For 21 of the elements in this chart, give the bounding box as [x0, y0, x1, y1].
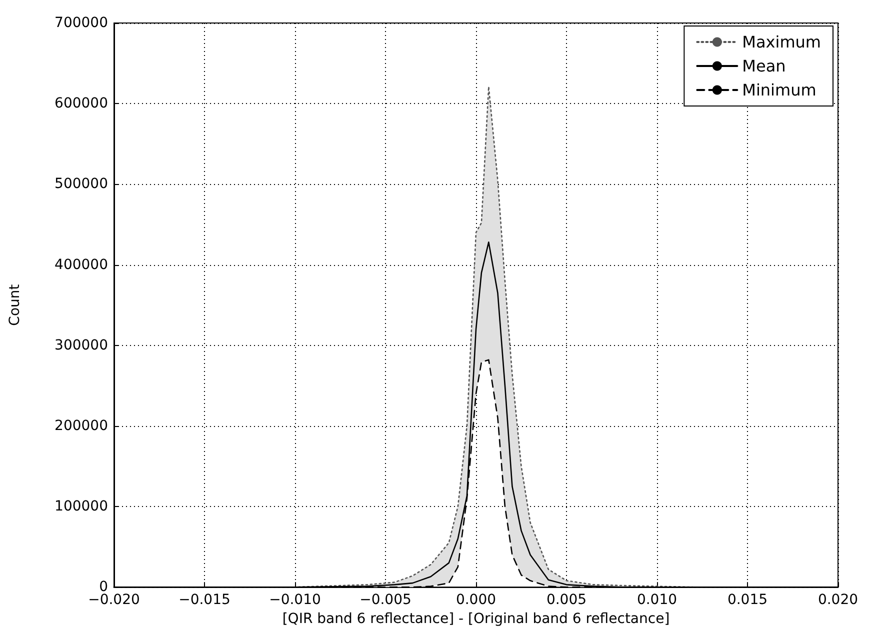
legend-label: Mean — [742, 56, 786, 76]
legend-label: Minimum — [742, 80, 816, 100]
y-tick-label: 700000 — [54, 15, 108, 31]
x-tick-label: −0.005 — [360, 592, 412, 608]
y-tick-label: 300000 — [54, 337, 108, 354]
x-tick-label: −0.010 — [269, 592, 321, 608]
x-axis-title: [QIR band 6 reflectance] - [Original band 6 reflectance] — [282, 611, 670, 627]
y-tick-label: 100000 — [54, 498, 108, 515]
x-tick-label: 0.010 — [636, 592, 678, 608]
x-tick-label: 0.005 — [546, 592, 587, 608]
y-tick-label: 500000 — [54, 176, 108, 192]
x-tick-label: 0.000 — [456, 592, 496, 608]
x-tick-label: −0.015 — [178, 592, 230, 608]
x-tick-label: −0.020 — [88, 592, 140, 608]
x-tick-label: 0.015 — [727, 592, 768, 608]
y-axis-title: Count — [7, 284, 23, 326]
y-tick-label: 400000 — [54, 256, 108, 273]
y-tick-label: 200000 — [54, 418, 108, 434]
x-tick-label: 0.020 — [818, 592, 858, 608]
y-tick-label: 600000 — [54, 96, 108, 112]
legend-label: Maximum — [742, 32, 822, 52]
